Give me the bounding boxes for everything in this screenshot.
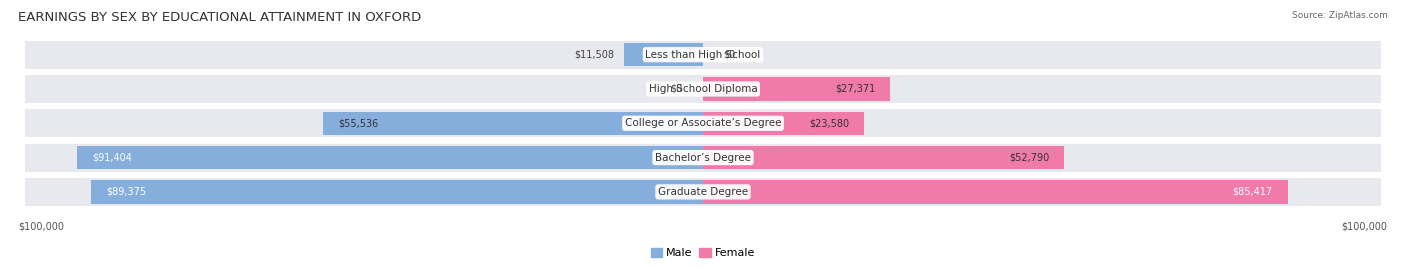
Text: $91,404: $91,404 xyxy=(93,152,132,163)
Text: Graduate Degree: Graduate Degree xyxy=(658,187,748,197)
Bar xyxy=(624,43,703,66)
Text: $23,580: $23,580 xyxy=(810,118,849,128)
Bar xyxy=(25,178,1381,206)
Bar xyxy=(91,180,703,204)
Text: $0: $0 xyxy=(724,50,735,60)
Text: $89,375: $89,375 xyxy=(105,187,146,197)
Text: $0: $0 xyxy=(671,84,682,94)
Bar xyxy=(703,77,890,101)
Bar xyxy=(25,144,1381,172)
Bar xyxy=(323,111,703,135)
Bar xyxy=(25,41,1381,69)
Text: $11,508: $11,508 xyxy=(574,50,614,60)
Text: College or Associate’s Degree: College or Associate’s Degree xyxy=(624,118,782,128)
Text: Source: ZipAtlas.com: Source: ZipAtlas.com xyxy=(1292,11,1388,20)
Bar xyxy=(703,146,1064,169)
Bar xyxy=(77,146,703,169)
Legend: Male, Female: Male, Female xyxy=(651,248,755,258)
Bar xyxy=(703,180,1288,204)
Text: High School Diploma: High School Diploma xyxy=(648,84,758,94)
Text: $100,000: $100,000 xyxy=(1341,221,1388,231)
Text: $85,417: $85,417 xyxy=(1233,187,1272,197)
Text: $100,000: $100,000 xyxy=(18,221,65,231)
Text: $55,536: $55,536 xyxy=(337,118,378,128)
Bar xyxy=(703,111,865,135)
Bar xyxy=(25,75,1381,103)
Bar xyxy=(25,109,1381,137)
Text: EARNINGS BY SEX BY EDUCATIONAL ATTAINMENT IN OXFORD: EARNINGS BY SEX BY EDUCATIONAL ATTAINMEN… xyxy=(18,11,422,24)
Text: $52,790: $52,790 xyxy=(1010,152,1049,163)
Text: Bachelor’s Degree: Bachelor’s Degree xyxy=(655,152,751,163)
Text: $27,371: $27,371 xyxy=(835,84,876,94)
Text: Less than High School: Less than High School xyxy=(645,50,761,60)
